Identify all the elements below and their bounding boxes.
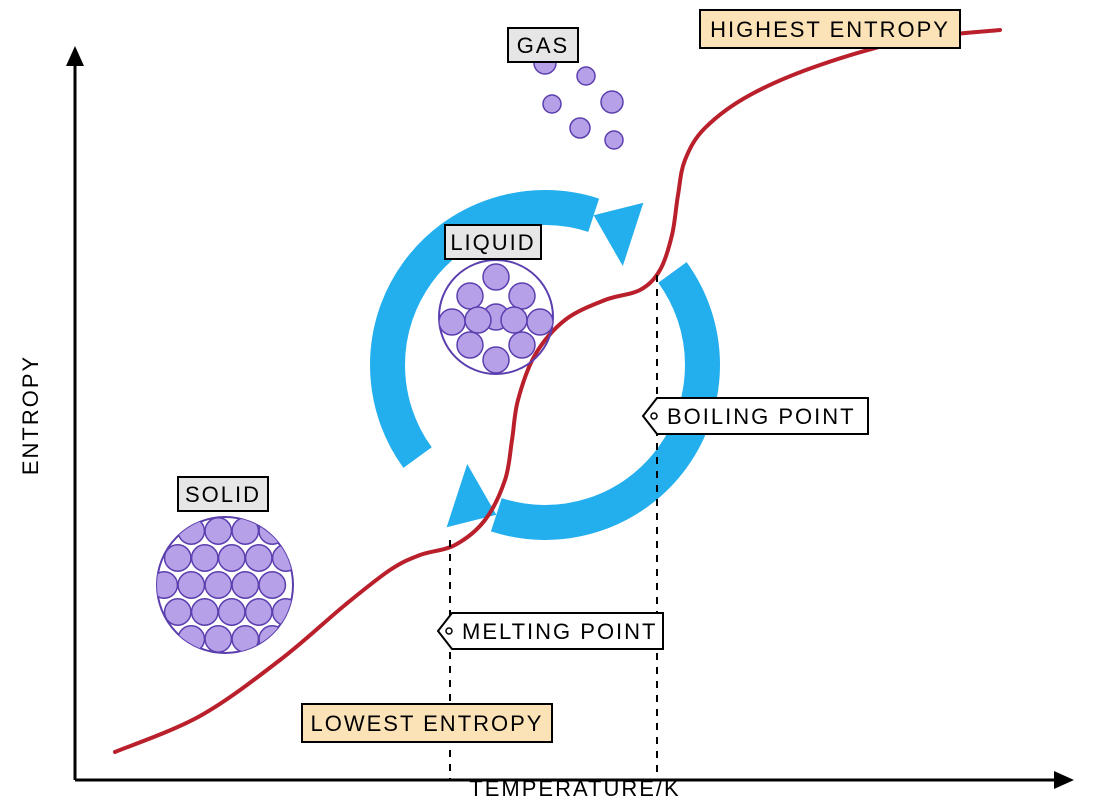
solid-label-text: SOLID xyxy=(185,482,261,507)
melting-point-text: MELTING POINT xyxy=(462,619,658,644)
gas-particles xyxy=(534,52,623,149)
x-axis-label: TEMPERATURE/K xyxy=(469,776,680,800)
boiling-point-tag: BOILING POINT xyxy=(643,398,868,434)
gas-label-text: GAS xyxy=(517,33,569,58)
liquid-label: LIQUID xyxy=(445,225,541,259)
highest-entropy-text: HIGHEST ENTROPY xyxy=(710,17,950,42)
solid-label: SOLID xyxy=(178,477,268,511)
highest-entropy-label: HIGHEST ENTROPY xyxy=(700,10,960,48)
phase-cycle-ring xyxy=(388,203,703,527)
liquid-label-text: LIQUID xyxy=(450,230,535,255)
y-axis-label: ENTROPY xyxy=(18,355,43,475)
axes: ENTROPY TEMPERATURE/K xyxy=(18,46,1074,800)
gas-label: GAS xyxy=(508,28,578,62)
entropy-phase-diagram: ENTROPY TEMPERATURE/K GAS LIQUID SOLID H… xyxy=(0,0,1100,800)
melting-point-tag: MELTING POINT xyxy=(438,613,663,649)
lowest-entropy-label: LOWEST ENTROPY xyxy=(302,704,552,742)
boiling-point-text: BOILING POINT xyxy=(667,404,856,429)
liquid-particles xyxy=(439,260,553,374)
solid-particles xyxy=(151,517,299,653)
lowest-entropy-text: LOWEST ENTROPY xyxy=(311,711,544,736)
